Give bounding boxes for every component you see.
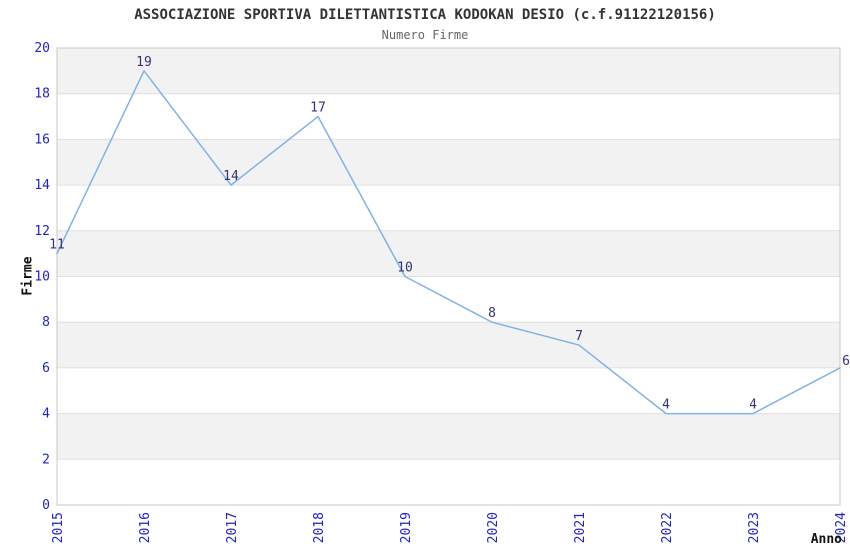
- y-tick-label: 2: [42, 452, 50, 467]
- x-tick-label: 2019: [399, 512, 414, 543]
- x-tick-label: 2023: [747, 512, 762, 543]
- y-tick-label: 16: [34, 132, 50, 147]
- y-tick-label: 4: [42, 407, 50, 422]
- x-tick-label: 2021: [573, 512, 588, 543]
- x-tick-label: 2016: [138, 512, 153, 543]
- x-tick-label: 2015: [51, 512, 66, 543]
- x-axis-title: Anno: [810, 532, 842, 547]
- x-tick-label: 2024: [834, 512, 849, 543]
- y-tick-label: 8: [42, 315, 50, 330]
- x-tick-label: 2017: [225, 512, 240, 543]
- data-label: 17: [310, 101, 326, 116]
- plot-band: [57, 139, 840, 186]
- data-label: 10: [397, 261, 413, 276]
- plot-band: [57, 413, 840, 460]
- data-line: [56, 70, 841, 415]
- data-label: 8: [488, 306, 496, 321]
- data-label: 7: [575, 329, 583, 344]
- plot-border: [56, 47, 841, 506]
- x-tick-label: 2020: [486, 512, 501, 543]
- y-tick-label: 20: [34, 41, 50, 56]
- data-label: 11: [49, 238, 65, 253]
- y-tick-label: 6: [42, 361, 50, 376]
- data-label: 14: [223, 169, 239, 184]
- plot-band: [57, 230, 840, 277]
- data-label: 4: [749, 398, 757, 413]
- data-label: 6: [842, 354, 850, 369]
- x-tick-label: 2022: [660, 512, 675, 543]
- x-tick-label: 2018: [312, 512, 327, 543]
- y-tick-label: 14: [34, 178, 50, 193]
- plot-band: [57, 48, 840, 94]
- chart-subtitle: Numero Firme: [381, 28, 469, 42]
- y-tick-label: 0: [42, 498, 50, 513]
- y-tick-label: 18: [34, 87, 50, 102]
- y-tick-label: 10: [34, 270, 50, 285]
- data-label: 19: [136, 55, 152, 70]
- chart-title: ASSOCIAZIONE SPORTIVA DILETTANTISTICA KO…: [134, 7, 716, 23]
- plot-band: [57, 322, 840, 368]
- y-tick-label: 12: [34, 224, 50, 239]
- data-label: 4: [662, 398, 670, 413]
